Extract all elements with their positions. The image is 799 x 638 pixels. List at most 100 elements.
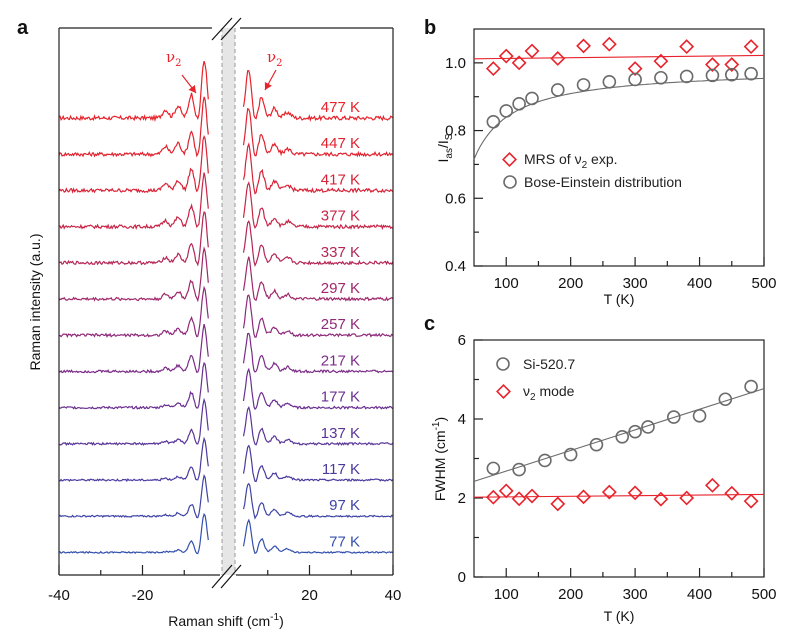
y-tick-label: 0.6: [445, 190, 466, 207]
spectrum-stokes-447k: [242, 107, 394, 158]
legend-label-nu2: ν2 mode: [523, 383, 575, 403]
data-point-circle: [724, 67, 739, 82]
break-mark-top-1: [211, 17, 233, 41]
legend-diamond-marker: [502, 152, 517, 167]
data-point-circle: [486, 461, 501, 476]
data-point-diamond: [743, 493, 759, 509]
data-point-diamond: [653, 491, 669, 507]
data-point-circle: [550, 83, 565, 97]
fit-line-0: [473, 388, 765, 482]
x-axis-title-b: T (K): [604, 291, 635, 307]
legend-c: Si-520.7 ν2 mode: [496, 356, 575, 403]
data-point-circle: [628, 424, 642, 439]
spectra-group: [58, 60, 394, 555]
x-tick-label: 500: [751, 275, 776, 292]
x-tick-label: 500: [751, 586, 776, 603]
data-point-circle: [563, 447, 578, 462]
plot-frame: [473, 339, 765, 578]
data-point-circle: [499, 104, 514, 118]
x-tick-label: 40: [385, 587, 402, 604]
data-point-diamond: [724, 57, 740, 72]
y-tick-label: 2: [458, 490, 466, 507]
y-tick-label: 4: [458, 411, 466, 428]
spectrum-anti-stokes-447k: [58, 96, 209, 158]
spectrum-anti-stokes-117k: [58, 436, 209, 483]
spectrum-anti-stokes-477k: [58, 60, 209, 123]
data-point-circle: [654, 70, 668, 85]
x-tick-label: 400: [687, 586, 712, 603]
temperature-label: 257 K: [321, 316, 360, 333]
spectrum-anti-stokes-177k: [58, 361, 209, 410]
y-tick-label: 0: [458, 569, 466, 586]
data-point-circle: [641, 420, 655, 434]
nu2-label: ν2: [267, 48, 283, 69]
data-point-diamond: [485, 61, 501, 77]
data-point-circle: [576, 78, 591, 92]
data-point-circle: [486, 114, 501, 129]
x-ticks-a: -40 -20 20 40: [48, 565, 401, 604]
data-point-circle: [718, 392, 733, 407]
plot-area-c: 100 200 300 400 500 0 2 4 6: [458, 332, 777, 603]
data-point-circle: [692, 409, 707, 423]
shaded-band: [222, 28, 235, 575]
data-point-circle: [512, 97, 526, 111]
spectrum-anti-stokes-377k: [58, 172, 209, 231]
panel-b: b 100 200 300 400 500 0.4 0.6 0.8 1.0 T (K) Ias/…: [424, 17, 777, 307]
temperature-labels: 477 K 447 K 417 K 377 K 337 K 297 K 257 K 217 K…: [321, 99, 360, 550]
data-point-diamond: [498, 48, 514, 64]
data-point-circle: [666, 410, 681, 424]
fit-line-0: [473, 54, 765, 60]
spectrum-stokes-477k: [242, 70, 394, 122]
break-mark-bottom-2: [220, 564, 242, 589]
data-point-diamond: [601, 484, 617, 500]
data-point-circle: [705, 68, 720, 83]
spectrum-anti-stokes-257k: [58, 285, 209, 338]
data-point-diamond: [511, 55, 527, 71]
y-tick-label: 6: [458, 332, 466, 349]
spectrum-stokes-297k: [242, 256, 394, 302]
legend-diamond-marker: [496, 384, 511, 399]
data-point-diamond: [601, 36, 617, 52]
data-point-diamond: [705, 477, 720, 493]
data-point-diamond: [485, 489, 501, 505]
x-tick-label: 300: [623, 586, 648, 603]
plot-frame-a: [58, 27, 394, 576]
plot-area-b: 100 200 300 400 500 0.4 0.6 0.8 1.0: [445, 28, 777, 292]
data-point-diamond: [627, 61, 643, 77]
temperature-label: 137 K: [321, 425, 360, 442]
data-point-circle: [679, 69, 694, 84]
x-tick-label: 300: [623, 275, 648, 292]
panel-b-label: b: [424, 17, 436, 39]
data-point-circle: [538, 453, 552, 468]
legend-circle-marker: [503, 175, 517, 189]
spectrum-stokes-117k: [242, 444, 394, 483]
x-tick-label: 20: [301, 587, 318, 604]
temperature-label: 337 K: [321, 244, 360, 261]
y-axis-title-b: Ias/IS: [435, 133, 455, 162]
x-axis-title-a: Raman shift (cm-1): [168, 612, 284, 629]
y-tick-label: 1.0: [445, 55, 466, 72]
spectrum-anti-stokes-137k: [58, 397, 209, 446]
data-point-diamond: [550, 496, 566, 512]
spectrum-stokes-137k: [242, 406, 394, 446]
spectrum-anti-stokes-337k: [58, 211, 209, 267]
axis-break-marks: [211, 17, 242, 589]
spectrum-stokes-97k: [242, 482, 394, 520]
break-mark-bottom-1: [211, 564, 233, 589]
nu2-arrow-head: [188, 85, 196, 93]
panel-a-label: a: [17, 17, 29, 39]
panel-a: a -40 -20 20 40 477 K 447 K 417 K 377 K 337 K 29…: [17, 17, 401, 629]
temperature-label: 77 K: [329, 533, 360, 550]
nu2-label: ν2: [166, 48, 182, 69]
y-tick-label: 0.4: [445, 258, 466, 275]
temperature-label: 417 K: [321, 171, 360, 188]
data-point-diamond: [743, 39, 759, 55]
temperature-label: 177 K: [321, 389, 360, 406]
legend-circle-marker: [496, 357, 510, 371]
data-point-diamond: [679, 39, 695, 55]
plot-frame: [473, 28, 765, 267]
data-point-diamond: [576, 38, 591, 54]
data-point-diamond: [627, 485, 643, 501]
legend-label-bose-einstein: Bose-Einstein distribution: [524, 174, 682, 190]
